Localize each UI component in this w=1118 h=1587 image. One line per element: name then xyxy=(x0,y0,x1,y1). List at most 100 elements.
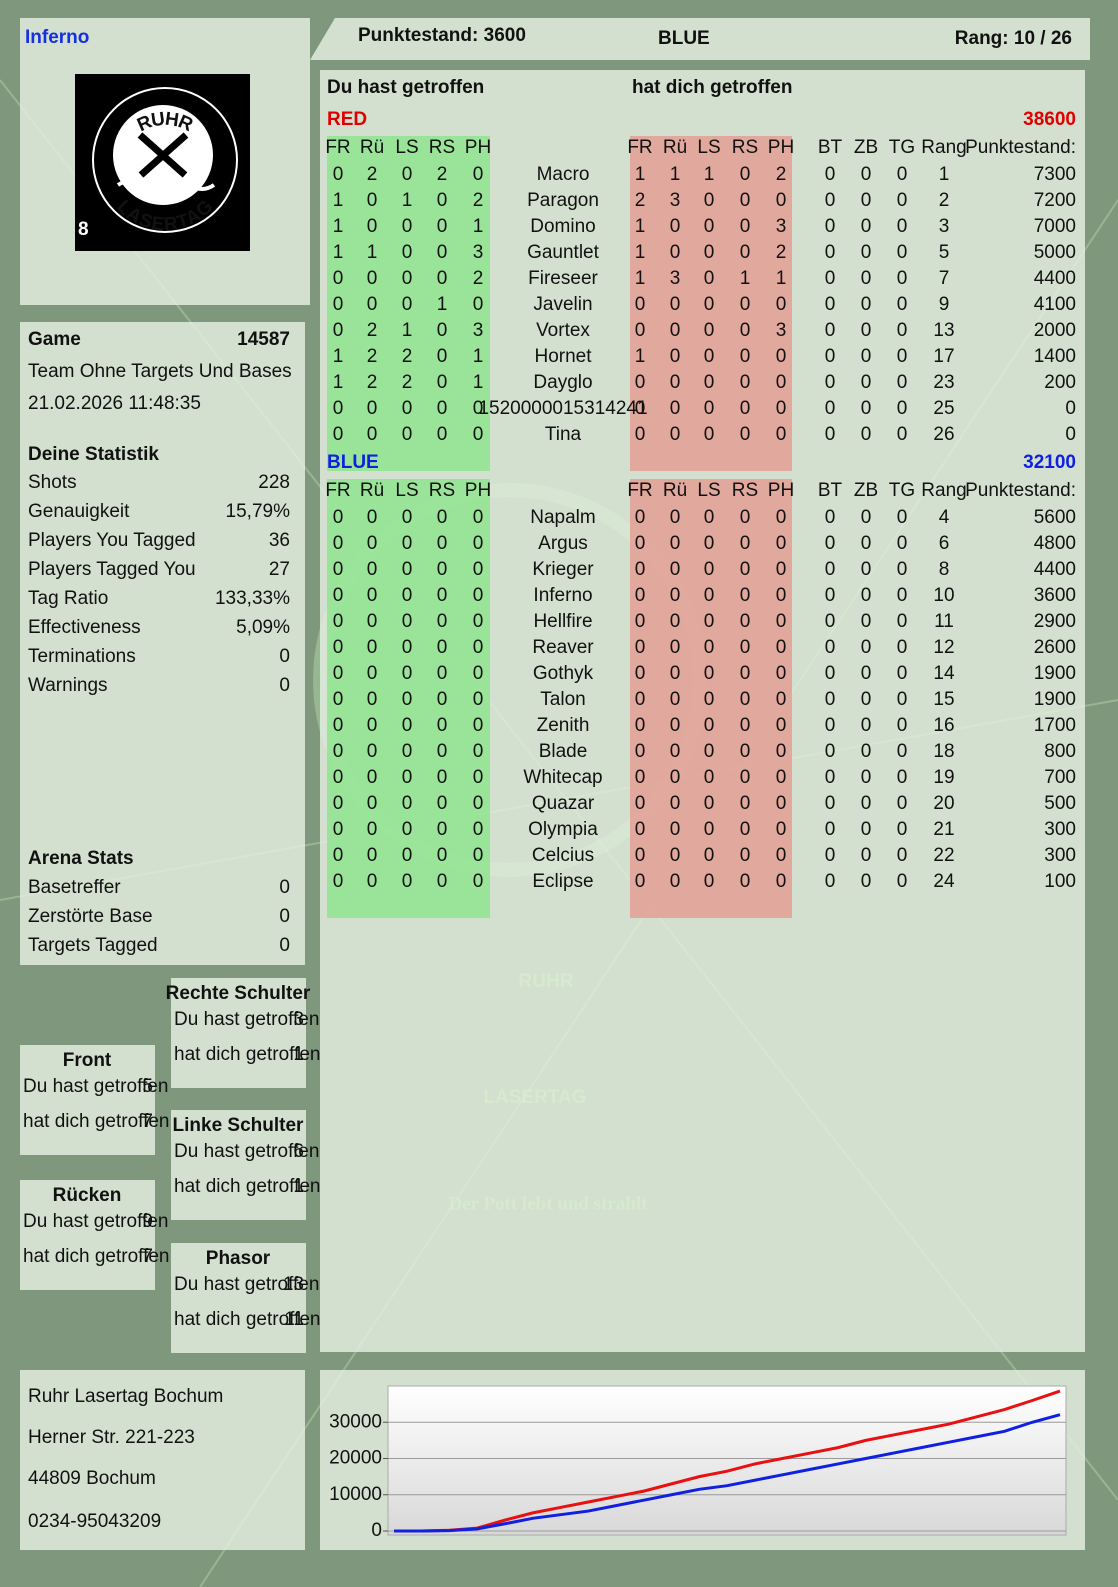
column-header: FR xyxy=(627,480,652,501)
you-hit-cell: 0 xyxy=(367,216,378,237)
stat-cell: 0 xyxy=(897,663,908,684)
stat-cell: 0 xyxy=(861,793,872,814)
you-hit-cell: 0 xyxy=(333,164,344,185)
you-hit-cell: 0 xyxy=(333,320,344,341)
you-hit-cell: 0 xyxy=(437,372,448,393)
hit-you-cell: 0 xyxy=(776,767,787,788)
you-hit-cell: 2 xyxy=(402,372,413,393)
player-name-cell: Vortex xyxy=(536,320,590,341)
stat-cell: 0 xyxy=(861,871,872,892)
hit-you-cell: 0 xyxy=(670,845,681,866)
player-name: Inferno xyxy=(25,27,89,48)
hit-you-cell: 0 xyxy=(776,689,787,710)
stat-cell: 0 xyxy=(825,346,836,367)
y-tick-label: 30000 xyxy=(329,1411,382,1432)
you-hit-cell: 0 xyxy=(402,741,413,762)
you-hit-cell: 0 xyxy=(473,507,484,528)
hit-zone-box xyxy=(171,1243,306,1353)
you-hit-cell: 0 xyxy=(333,767,344,788)
team-name: RED xyxy=(327,109,367,130)
stat-cell: 0 xyxy=(897,819,908,840)
stat-cell: 4 xyxy=(939,507,950,528)
hit-you-cell: 0 xyxy=(704,637,715,658)
stat-cell: 24 xyxy=(933,871,955,892)
header-score: Punktestand: 3600 xyxy=(358,25,526,46)
stat-cell: 0 xyxy=(861,216,872,237)
you-hit-cell: 0 xyxy=(402,585,413,606)
stat-cell: 0 xyxy=(861,398,872,419)
stat-cell: 5 xyxy=(939,242,950,263)
hit-zone-label: Du hast getroffen xyxy=(23,1076,168,1097)
stat-cell: 4400 xyxy=(1034,559,1076,580)
you-hit-cell: 2 xyxy=(367,164,378,185)
plot-area xyxy=(387,1385,1067,1536)
you-hit-cell: 0 xyxy=(333,268,344,289)
hit-you-cell: 0 xyxy=(670,320,681,341)
hit-you-cell: 0 xyxy=(740,767,751,788)
stat-cell: 15 xyxy=(933,689,954,710)
player-name-cell: Gothyk xyxy=(533,663,594,684)
stat-cell: 2600 xyxy=(1034,637,1076,658)
you-hit-cell: 0 xyxy=(437,871,448,892)
team-score: 38600 xyxy=(1023,109,1076,130)
hit-you-cell: 0 xyxy=(776,424,787,445)
column-header: Rü xyxy=(663,480,687,501)
stat-value: 27 xyxy=(269,559,290,580)
hit-you-cell: 0 xyxy=(740,845,751,866)
stat-cell: 0 xyxy=(861,767,872,788)
hit-you-cell: 3 xyxy=(776,320,787,341)
stat-cell: 0 xyxy=(897,424,908,445)
hit-you-cell: 0 xyxy=(740,294,751,315)
stat-cell: 0 xyxy=(825,871,836,892)
hit-zone-label: Du hast getroffen xyxy=(174,1009,319,1030)
hit-you-cell: 0 xyxy=(776,533,787,554)
game-mode: Team Ohne Targets Und Bases xyxy=(28,361,292,382)
stat-cell: 500 xyxy=(1044,793,1076,814)
hit-you-cell: 0 xyxy=(776,611,787,632)
you-hit-cell: 0 xyxy=(402,767,413,788)
stat-cell: 21 xyxy=(933,819,954,840)
you-hit-cell: 0 xyxy=(402,611,413,632)
stat-cell: 0 xyxy=(897,611,908,632)
stat-cell: 0 xyxy=(897,845,908,866)
you-hit-cell: 1 xyxy=(402,190,413,211)
hit-zone-label: hat dich getroffen xyxy=(23,1246,169,1267)
stat-cell: 0 xyxy=(897,164,908,185)
you-hit-cell: 0 xyxy=(437,559,448,580)
hit-you-cell: 0 xyxy=(704,793,715,814)
address-panel xyxy=(20,1370,305,1550)
hit-zone-value: 7 xyxy=(142,1246,153,1267)
hit-you-cell: 0 xyxy=(740,320,751,341)
you-hit-cell: 0 xyxy=(333,741,344,762)
stat-cell: 13 xyxy=(933,320,954,341)
hit-you-cell: 0 xyxy=(776,793,787,814)
player-name-cell: Domino xyxy=(530,216,595,237)
stat-cell: 0 xyxy=(861,819,872,840)
stat-cell: 8 xyxy=(939,559,950,580)
you-hit-cell: 0 xyxy=(473,819,484,840)
hit-zone-title: Rechte Schulter xyxy=(166,983,311,1004)
player-name-cell: Krieger xyxy=(532,559,594,580)
you-hit-cell: 2 xyxy=(367,320,378,341)
stat-cell: 18 xyxy=(933,741,954,762)
stat-cell: 0 xyxy=(897,216,908,237)
stat-cell: 14 xyxy=(933,663,955,684)
you-hit-cell: 0 xyxy=(333,689,344,710)
stat-cell: 0 xyxy=(861,611,872,632)
stat-cell: 0 xyxy=(861,689,872,710)
hit-you-cell: 0 xyxy=(635,637,646,658)
hit-you-cell: 3 xyxy=(670,190,681,211)
stat-cell: 20 xyxy=(933,793,954,814)
stat-cell: 0 xyxy=(897,585,908,606)
hit-zone-box xyxy=(171,1110,306,1220)
you-hit-cell: 0 xyxy=(367,845,378,866)
stat-value: 36 xyxy=(269,530,290,551)
stat-cell: 0 xyxy=(861,268,872,289)
player-name-cell: Gauntlet xyxy=(527,242,600,263)
hit-you-cell: 0 xyxy=(740,424,751,445)
stat-cell: 700 xyxy=(1044,767,1076,788)
player-name-cell: Blade xyxy=(539,741,588,762)
stat-cell: 0 xyxy=(897,793,908,814)
stat-cell: 0 xyxy=(861,559,872,580)
hit-you-cell: 0 xyxy=(635,793,646,814)
